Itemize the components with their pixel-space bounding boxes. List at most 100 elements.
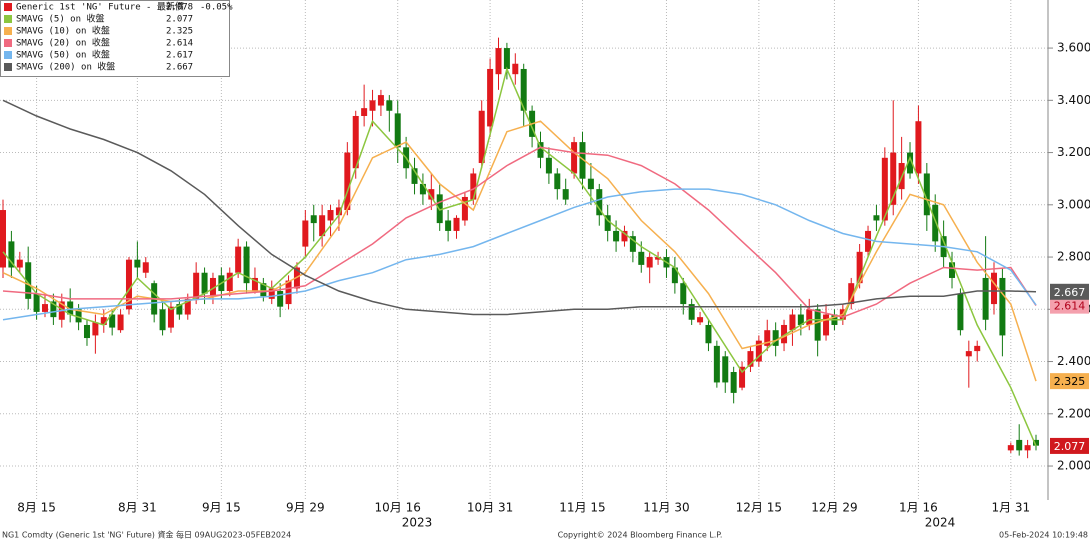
candle-body (965, 351, 972, 357)
y-tick-label: 3.400 (1057, 93, 1090, 107)
y-tick-label: 2.800 (1057, 250, 1090, 264)
candle-body (142, 262, 149, 273)
legend-label: Generic 1st 'NG' Future - 最新價 (16, 1, 184, 13)
y-tick-label: 2.000 (1057, 459, 1090, 473)
candle-body (646, 257, 653, 268)
x-tick-label: 10月 16 (375, 501, 421, 515)
legend-value: 2.617 (166, 51, 193, 61)
footer-right: 05-Feb-2024 10:19:48 (999, 531, 1088, 540)
candle-body (999, 277, 1006, 336)
candle-body (369, 100, 376, 111)
y-tick-label: 3.600 (1057, 41, 1090, 55)
candle-body (814, 309, 821, 341)
candle-body (982, 277, 989, 320)
candle-body (638, 251, 645, 265)
legend-value: 2.667 (166, 63, 193, 73)
candle-body (671, 267, 678, 284)
candle-body (310, 215, 317, 224)
candle-body (554, 173, 561, 190)
candle-body (545, 157, 552, 174)
candle-body (478, 110, 485, 164)
x-tick-label: 11月 30 (643, 501, 689, 515)
legend-value: 2.078 (166, 3, 193, 13)
price-tag-label: 2.667 (1054, 286, 1086, 299)
legend-label: SMAVG (5) on 收盤 (16, 13, 104, 25)
candle-body (755, 340, 762, 362)
candle-body (361, 108, 368, 116)
candle-body (1024, 445, 1031, 451)
legend-swatch (4, 3, 12, 11)
legend-value: 2.325 (166, 27, 193, 37)
candle-body (125, 259, 132, 310)
candle-body (184, 298, 191, 315)
candle-body (302, 220, 309, 247)
candle-body (33, 293, 40, 312)
candle-body (159, 309, 166, 331)
candle-body (923, 173, 930, 216)
candle-body (251, 277, 258, 292)
footer-left: NG1 Comdty (Generic 1st 'NG' Future) 資金 … (2, 530, 291, 540)
y-tick-label: 2.400 (1057, 354, 1090, 368)
x-tick-label: 11月 15 (559, 501, 605, 515)
candle-body (915, 121, 922, 174)
candle-body (16, 259, 23, 268)
candle-body (386, 100, 393, 111)
price-tag-label: 2.077 (1054, 440, 1086, 453)
ma-line (2, 146, 1037, 318)
price-tag-label: 2.614 (1054, 300, 1086, 313)
ma-line (2, 99, 1037, 316)
candle-body (503, 48, 510, 69)
candle-body (537, 142, 544, 158)
candle-body (739, 366, 746, 388)
candle-body (932, 204, 939, 242)
candle-body (705, 324, 712, 344)
candle-body (604, 215, 611, 231)
candle-body (453, 217, 460, 231)
legend-swatch (4, 15, 12, 23)
y-tick-label: 2.200 (1057, 406, 1090, 420)
candle-body (587, 178, 594, 190)
year-label: 2023 (402, 516, 433, 530)
candle-body (201, 272, 208, 294)
candle-body (688, 304, 695, 320)
legend-value: 2.614 (166, 39, 193, 49)
candle-body (92, 322, 99, 336)
candle-body (83, 324, 90, 339)
x-tick-label: 12月 29 (811, 501, 857, 515)
candle-body (890, 152, 897, 205)
ma-line (2, 66, 1037, 447)
legend-label: SMAVG (10) on 收盤 (16, 25, 110, 37)
candle-body (377, 95, 384, 106)
y-tick-label: 3.000 (1057, 197, 1090, 211)
candle-body (1007, 445, 1014, 451)
candle-body (109, 314, 116, 328)
candle-body (41, 304, 48, 312)
candle-body (974, 345, 981, 352)
x-tick-label: 9月 29 (286, 501, 325, 515)
candle-body (621, 230, 628, 242)
candle-body (957, 293, 964, 331)
candle-body (226, 272, 233, 292)
candle-body (268, 288, 275, 299)
price-tag (1050, 297, 1089, 314)
candle-body (495, 48, 502, 75)
legend-swatch (4, 51, 12, 59)
candle-body (260, 283, 267, 297)
year-label: 2024 (925, 516, 956, 530)
candle-body (764, 330, 771, 346)
candle-body (655, 257, 662, 260)
candle-body (487, 68, 494, 127)
x-tick-label: 8月 31 (118, 501, 157, 515)
candle-body (445, 220, 452, 231)
candle-body (335, 207, 342, 216)
candle-body (209, 277, 216, 297)
candle-body (327, 210, 334, 221)
candle-body (571, 142, 578, 174)
candle-body (823, 314, 830, 336)
candle-body (411, 168, 418, 184)
candle-body (235, 246, 242, 273)
legend-label: SMAVG (200) on 收盤 (16, 61, 115, 73)
candle-body (243, 246, 250, 284)
x-tick-label: 8月 15 (17, 501, 56, 515)
candle-body (193, 272, 200, 299)
